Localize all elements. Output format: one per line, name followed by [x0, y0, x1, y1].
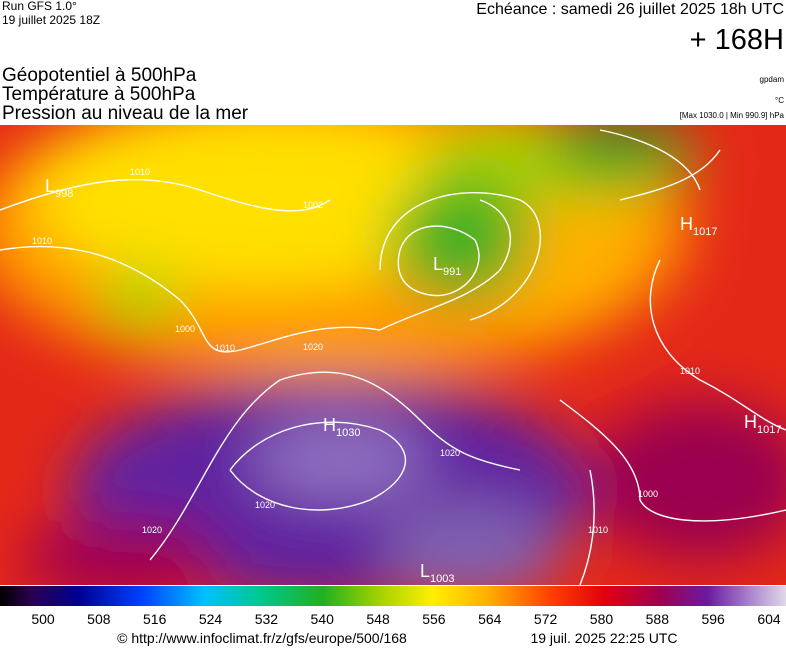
pressure-center: L991 — [433, 254, 461, 278]
isobar-label: 1010 — [32, 236, 52, 246]
colorbar-tick-label: 588 — [646, 611, 670, 627]
colorbar-tick-label: 524 — [199, 611, 223, 627]
colorbar-tick-label: 548 — [366, 611, 390, 627]
colorbar-tick-label: 540 — [311, 611, 335, 627]
isobar-label: 1020 — [440, 448, 460, 458]
colorbar — [0, 586, 786, 606]
unit: °C — [775, 96, 784, 105]
isobar-label: 1020 — [255, 500, 275, 510]
colorbar-tick-label: 604 — [757, 611, 781, 627]
pressure-center: L1003 — [420, 561, 455, 585]
isobar-label: 1020 — [303, 342, 323, 352]
colorbar-tick-label: 556 — [422, 611, 446, 627]
unit: [Max 1030.0 | Min 990.9] hPa — [680, 111, 785, 120]
field: Température à 500hPa — [2, 84, 196, 105]
pressure-center: H1017 — [744, 412, 781, 436]
run: Run GFS 1.0° — [2, 0, 77, 13]
colorbar-tick-label: 572 — [534, 611, 558, 627]
colorbar-tick-label: 596 — [701, 611, 725, 627]
isobar-label: 1010 — [588, 525, 608, 535]
colorbar-tick-label: 564 — [478, 611, 502, 627]
pressure-center: H1030 — [323, 415, 360, 439]
unit: gpdam — [760, 75, 785, 84]
colorbar-tick-label: 516 — [143, 611, 167, 627]
colorbar-tick-label: 532 — [255, 611, 279, 627]
pressure-center: L998 — [45, 176, 73, 200]
isobar-label: 1000 — [175, 324, 195, 334]
valid-time: Echéance : samedi 26 juillet 2025 18h UT… — [476, 1, 784, 18]
colorbar-tick-label: 508 — [87, 611, 111, 627]
pressure-center: H1017 — [680, 214, 717, 238]
run-date: 19 juillet 2025 18Z — [2, 13, 100, 27]
field: Géopotentiel à 500hPa — [2, 65, 197, 86]
isobar-label: 1020 — [142, 525, 162, 535]
generated: 19 juil. 2025 22:25 UTC — [530, 630, 677, 646]
colorbar-tick-label: 500 — [31, 611, 55, 627]
field: Pression au niveau de la mer — [2, 103, 249, 124]
isobar-label: 1010 — [680, 366, 700, 376]
isobar-label: 1000 — [638, 489, 658, 499]
lead-time: + 168H — [690, 24, 784, 56]
isobar-label: 1010 — [130, 167, 150, 177]
isobar-label: 1010 — [215, 343, 235, 353]
isobar-label: 1002 — [303, 200, 323, 210]
colorbar-ticks: 500 508 516 524 532 540 548 556 564 572 580 588 596 6… — [31, 611, 781, 627]
map: L998 L991 H1017 H1030 H1017 L1003 1010 1… — [0, 125, 786, 585]
source: © http://www.infoclimat.fr/z/gfs/europe/… — [117, 630, 407, 646]
colorbar-tick-label: 580 — [590, 611, 614, 627]
